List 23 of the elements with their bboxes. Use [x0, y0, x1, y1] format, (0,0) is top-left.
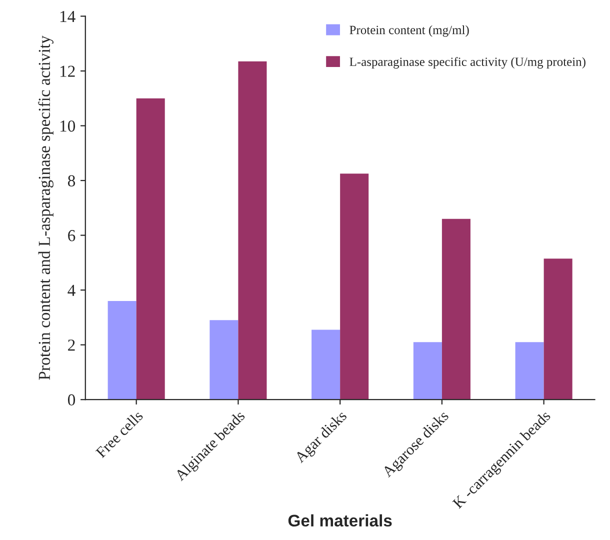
y-tick-label: 6 — [68, 230, 76, 242]
bar — [238, 61, 267, 400]
bar — [515, 342, 544, 400]
y-tick-label: 4 — [68, 284, 76, 296]
x-tick-label: Free cells — [94, 410, 144, 458]
bar — [210, 320, 238, 400]
legend-label: L-asparaginase specific activity (U/mg protein) — [350, 57, 586, 69]
bar — [544, 258, 572, 400]
bar — [413, 342, 442, 400]
bar — [340, 174, 369, 400]
y-tick-label: 10 — [60, 120, 76, 132]
legend-label: Protein content (mg/ml) — [350, 25, 469, 37]
y-tick-label: 2 — [68, 340, 75, 351]
y-tick-label: 12 — [60, 66, 75, 77]
bar — [442, 218, 470, 400]
y-axis-title: Protein content and L-asparaginase specific activity — [38, 36, 54, 380]
bar — [136, 98, 165, 400]
y-tick-label: 0 — [68, 394, 76, 406]
bar — [108, 301, 136, 400]
y-tick-label: 14 — [60, 10, 76, 22]
x-axis-title: Gel materials — [288, 514, 392, 527]
y-tick-label: 8 — [68, 175, 76, 186]
bar — [312, 330, 340, 400]
